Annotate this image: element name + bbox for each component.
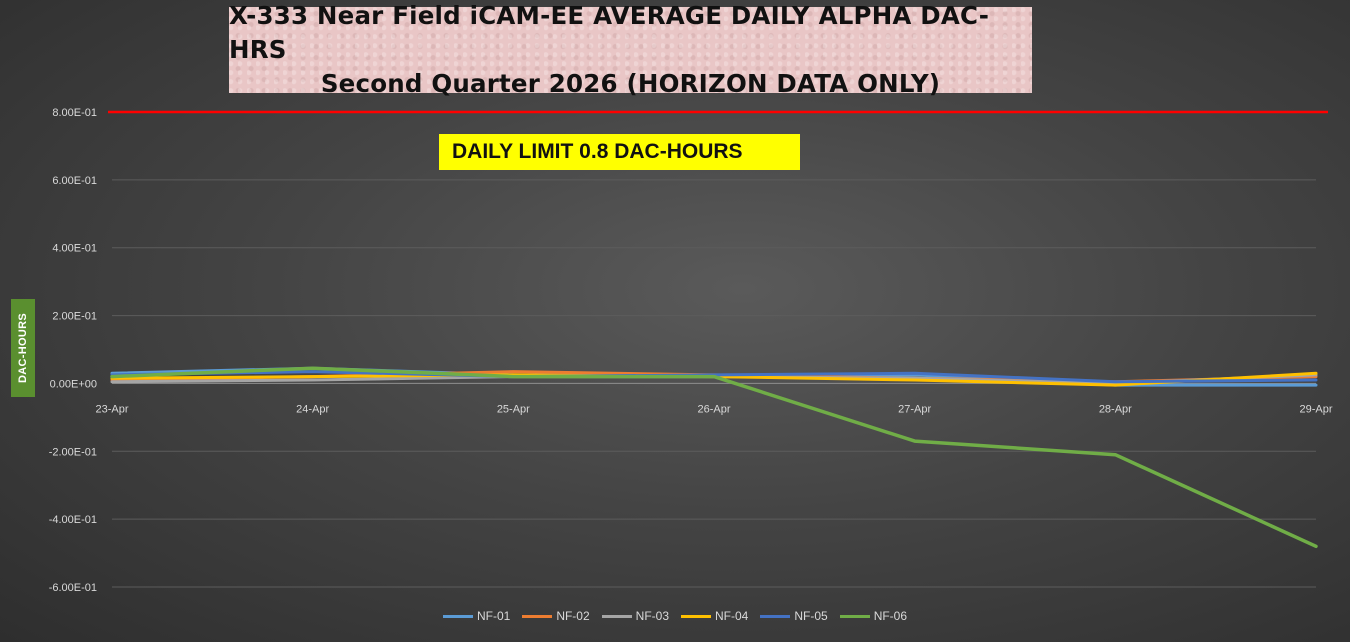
legend: NF-01 NF-02 NF-03 NF-04 NF-05 NF-06 bbox=[0, 606, 1350, 626]
y-tick-label: 0.00E+00 bbox=[50, 378, 97, 390]
series-line-nf-06 bbox=[110, 366, 1318, 549]
x-tick-label: 25-Apr bbox=[497, 403, 530, 415]
daily-limit-label: DAILY LIMIT 0.8 DAC-HOURS bbox=[439, 134, 800, 170]
x-tick-label: 27-Apr bbox=[898, 403, 931, 415]
x-tick-label: 29-Apr bbox=[1299, 403, 1332, 415]
legend-label: NF-03 bbox=[635, 609, 669, 623]
chart-title: X-333 Near Field iCAM-EE AVERAGE DAILY A… bbox=[229, 1, 990, 64]
x-tick-label: 26-Apr bbox=[697, 403, 730, 415]
legend-swatch bbox=[760, 614, 791, 618]
x-tick-label: 24-Apr bbox=[296, 403, 329, 415]
legend-item: NF-04 bbox=[681, 609, 748, 623]
legend-swatch bbox=[442, 614, 473, 618]
y-axis-title-box: DAC-HOURS bbox=[11, 299, 35, 397]
legend-label: NF-02 bbox=[556, 609, 590, 623]
legend-swatch bbox=[839, 614, 870, 618]
legend-item: NF-05 bbox=[760, 609, 828, 623]
legend-swatch bbox=[601, 614, 632, 618]
y-axis-title: DAC-HOURS bbox=[17, 313, 30, 383]
y-tick-label: 2.00E-01 bbox=[52, 311, 97, 323]
legend-label: NF-05 bbox=[794, 609, 828, 623]
legend-swatch bbox=[681, 614, 711, 618]
legend-label: NF-04 bbox=[715, 609, 749, 623]
legend-item: NF-02 bbox=[522, 609, 590, 623]
y-tick-label: -6.00E-01 bbox=[49, 582, 97, 594]
chart-subtitle: Second Quarter 2026 (HORIZON DATA ONLY) bbox=[320, 69, 941, 98]
legend-item: NF-01 bbox=[442, 609, 511, 623]
y-tick-label: -4.00E-01 bbox=[49, 514, 97, 526]
y-tick-label: 6.00E-01 bbox=[52, 175, 97, 187]
legend-swatch bbox=[522, 614, 553, 618]
legend-label: NF-01 bbox=[476, 609, 511, 623]
y-tick-label: 4.00E-01 bbox=[52, 243, 97, 255]
legend-item: NF-06 bbox=[839, 609, 908, 623]
chart-title-box: X-333 Near Field iCAM-EE AVERAGE DAILY A… bbox=[229, 1, 1032, 98]
legend-item: NF-03 bbox=[601, 609, 669, 623]
y-tick-label: -2.00E-01 bbox=[49, 446, 97, 458]
legend-label: NF-06 bbox=[873, 609, 908, 623]
x-tick-label: 28-Apr bbox=[1099, 403, 1132, 415]
y-tick-label: 8.00E-01 bbox=[52, 107, 97, 119]
x-tick-label: 23-Apr bbox=[95, 403, 128, 415]
